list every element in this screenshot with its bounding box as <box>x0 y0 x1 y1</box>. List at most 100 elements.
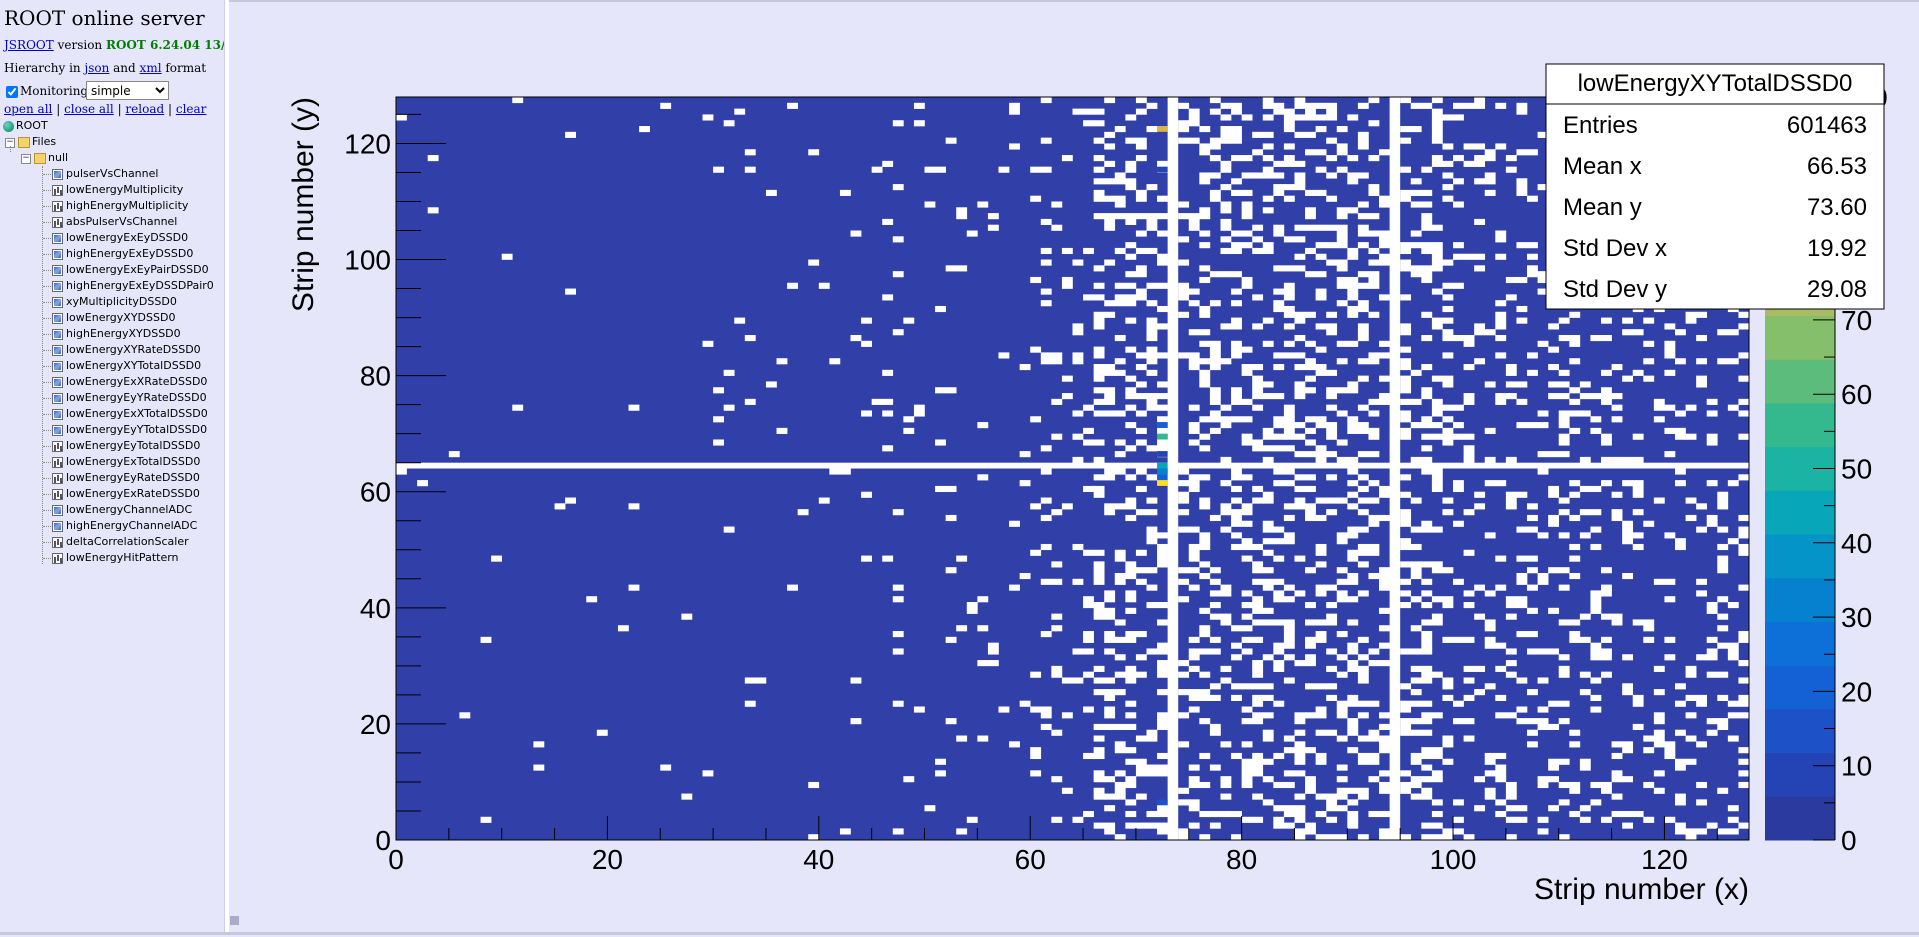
tree-item-label: deltaCorrelationScaler <box>66 535 189 548</box>
tree-item-label: lowEnergyEyTotalDSSD0 <box>66 439 201 452</box>
histogram-1d-icon <box>52 200 63 212</box>
tree-item[interactable]: lowEnergyExEyPairDSSD0 <box>52 262 209 278</box>
drawing-area <box>229 0 1919 937</box>
tree-guide <box>43 478 51 479</box>
tree-guide <box>43 446 51 447</box>
histogram-1d-icon <box>52 440 63 452</box>
tree-files[interactable]: Files <box>18 134 56 150</box>
tree-item-label: lowEnergyChannelADC <box>66 503 193 516</box>
tree-item-label: highEnergyExEyDSSDPair0 <box>66 279 214 292</box>
tree-item-label: xyMultiplicityDSSD0 <box>66 295 177 308</box>
histogram-2d-icon <box>52 312 63 324</box>
close-all-link[interactable]: close all <box>64 102 114 116</box>
folder-icon <box>18 136 30 148</box>
tree-guide <box>43 222 51 223</box>
tree-item[interactable]: xyMultiplicityDSSD0 <box>52 294 177 310</box>
tree-item[interactable]: deltaCorrelationScaler <box>52 534 189 550</box>
tree-guide <box>43 526 51 527</box>
tree-item[interactable]: lowEnergyMultiplicity <box>52 182 183 198</box>
histogram-1d-icon <box>52 536 63 548</box>
histogram-2d-icon <box>52 376 63 388</box>
reload-link[interactable]: reload <box>125 102 165 116</box>
tree-item-label: lowEnergyEyYRateDSSD0 <box>66 391 207 404</box>
tree-item-label: pulserVsChannel <box>66 167 159 180</box>
tree-root[interactable]: ROOT <box>3 118 48 134</box>
histogram-1d-icon <box>52 184 63 196</box>
tree-item[interactable]: lowEnergyEyRateDSSD0 <box>52 470 200 486</box>
tree-guide <box>43 318 51 319</box>
open-all-link[interactable]: open all <box>4 102 53 116</box>
tree-item[interactable]: lowEnergyExXRateDSSD0 <box>52 374 207 390</box>
tree-guide <box>43 494 51 495</box>
tree-item-label: lowEnergyExEyPairDSSD0 <box>66 263 209 276</box>
tree-guide <box>43 254 51 255</box>
histogram-2d-icon <box>52 248 63 260</box>
histogram-2d-icon <box>52 424 63 436</box>
root-version: ROOT 6.24.04 13/07/ <box>105 38 224 52</box>
tree-item[interactable]: lowEnergyChannelADC <box>52 502 192 518</box>
tree-guide <box>10 146 11 152</box>
resize-handle-icon[interactable] <box>230 916 239 925</box>
tree-guide <box>43 190 51 191</box>
monitoring-label: Monitoring <box>20 84 89 98</box>
jsroot-link[interactable]: JSROOT <box>4 38 54 52</box>
histogram-1d-icon <box>52 552 63 564</box>
histogram-2d-icon <box>52 392 63 404</box>
hierarchy-prefix: Hierarchy in <box>4 61 81 75</box>
tree-item[interactable]: lowEnergyXYTotalDSSD0 <box>52 358 201 374</box>
tree-item-label: absPulserVsChannel <box>66 215 178 228</box>
histogram-2d-icon <box>52 280 63 292</box>
histogram-2d-icon <box>52 360 63 372</box>
monitoring-select[interactable]: simple <box>86 81 169 100</box>
tree-item-label: lowEnergyExTotalDSSD0 <box>66 455 201 468</box>
xml-link[interactable]: xml <box>139 61 162 75</box>
histogram-2d-icon <box>52 328 63 340</box>
tree-item[interactable]: pulserVsChannel <box>52 166 158 182</box>
monitoring-checkbox[interactable] <box>6 86 18 98</box>
tree-guide <box>43 462 51 463</box>
tree-guide <box>43 430 51 431</box>
tree-guide <box>43 238 51 239</box>
tree-guide <box>42 166 43 564</box>
tree-item-label: lowEnergyExXRateDSSD0 <box>66 375 208 388</box>
format-word: format <box>165 61 207 75</box>
tree-guide <box>43 510 51 511</box>
clear-link[interactable]: clear <box>175 102 207 116</box>
tree-item[interactable]: highEnergyExEyDSSDPair0 <box>52 278 214 294</box>
tree-item[interactable]: lowEnergyEyYTotalDSSD0 <box>52 422 207 438</box>
globe-icon <box>3 120 14 132</box>
tree-null-label: null <box>48 151 69 164</box>
histogram-2d-icon <box>52 408 63 420</box>
tree-item[interactable]: highEnergyXYDSSD0 <box>52 326 181 342</box>
sidebar: ROOT online server JSROOT version ROOT 6… <box>0 0 224 935</box>
tree-item[interactable]: lowEnergyEyTotalDSSD0 <box>52 438 200 454</box>
tree-item[interactable]: highEnergyExEyDSSD0 <box>52 246 193 262</box>
tree-item[interactable]: lowEnergyExEyDSSD0 <box>52 230 188 246</box>
tree-item[interactable]: lowEnergyExXTotalDSSD0 <box>52 406 208 422</box>
tree-item-label: lowEnergyHitPattern <box>66 551 179 564</box>
tree-guide <box>43 302 51 303</box>
tree-item[interactable]: lowEnergyEyYRateDSSD0 <box>52 390 207 406</box>
histogram-2d-icon <box>52 520 63 532</box>
tree-item-label: lowEnergyXYRateDSSD0 <box>66 343 201 356</box>
splitter[interactable] <box>224 0 229 935</box>
histogram-2d-icon <box>52 504 63 516</box>
tree-guide <box>43 286 51 287</box>
null-toggle-icon[interactable]: − <box>21 153 31 164</box>
histogram-1d-icon <box>52 488 63 500</box>
folder-icon <box>34 152 46 164</box>
histogram-2d-icon <box>52 264 63 276</box>
tree-item[interactable]: lowEnergyXYRateDSSD0 <box>52 342 201 358</box>
tree-null[interactable]: null <box>34 150 68 166</box>
tree-item[interactable]: lowEnergyXYDSSD0 <box>52 310 175 326</box>
tree-item-label: lowEnergyExEyDSSD0 <box>66 231 189 244</box>
tree-root-label: ROOT <box>16 119 48 132</box>
json-link[interactable]: json <box>84 61 110 75</box>
histogram-2d-icon <box>52 344 63 356</box>
tree-item[interactable]: lowEnergyExTotalDSSD0 <box>52 454 200 470</box>
tree-item[interactable]: absPulserVsChannel <box>52 214 177 230</box>
tree-item[interactable]: highEnergyMultiplicity <box>52 198 188 214</box>
tree-item[interactable]: highEnergyChannelADC <box>52 518 197 534</box>
tree-item[interactable]: lowEnergyHitPattern <box>52 550 179 566</box>
tree-item[interactable]: lowEnergyExRateDSSD0 <box>52 486 200 502</box>
